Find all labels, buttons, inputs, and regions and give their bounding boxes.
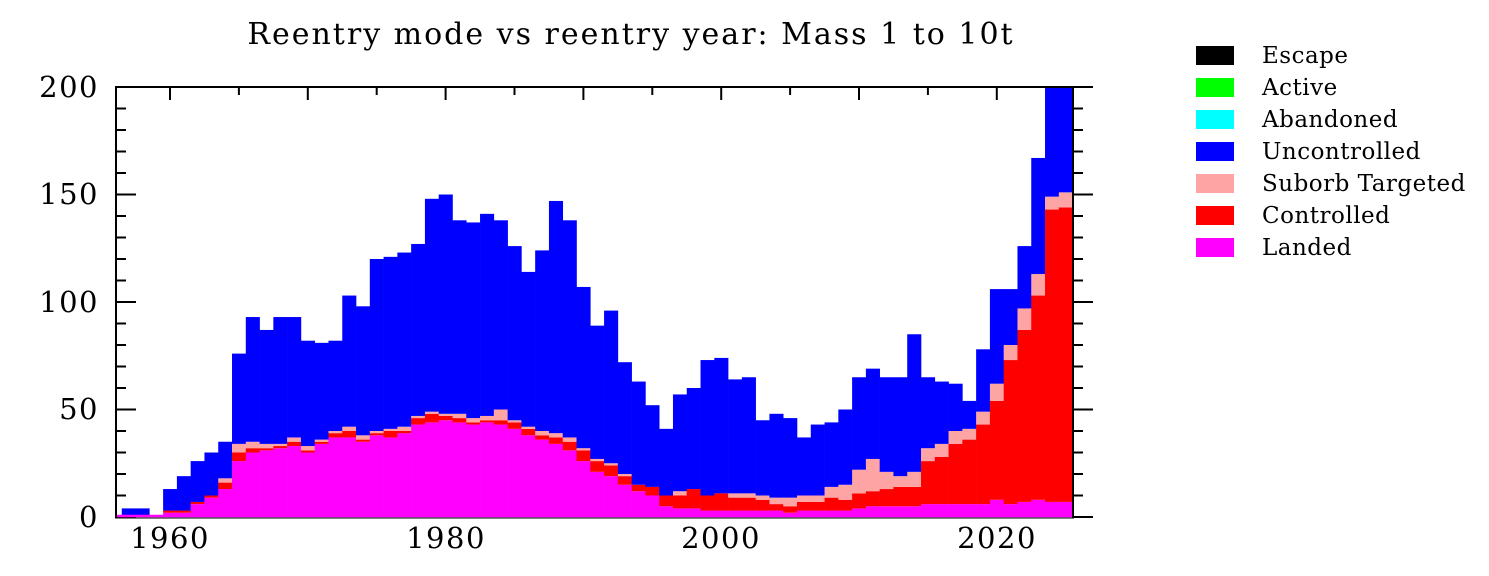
x-tick-label-2000: 2000 [681, 521, 761, 555]
legend-item-landed: Landed [1196, 235, 1466, 261]
legend-item-abandoned: Abandoned [1196, 107, 1466, 133]
landed-swatch-icon [1196, 238, 1234, 257]
legend-label: Escape [1262, 42, 1349, 69]
legend-label: Abandoned [1262, 106, 1399, 133]
legend-item-suborb-targeted: Suborb Targeted [1196, 171, 1466, 197]
stacked-bars [121, 87, 1073, 517]
suborb-targeted-swatch-icon [1196, 174, 1234, 193]
y-tick-label-100: 100 [39, 285, 99, 319]
x-tick-label-1980: 1980 [406, 521, 486, 555]
plot-frame [115, 86, 1074, 519]
legend-item-controlled: Controlled [1196, 203, 1466, 229]
controlled-swatch-icon [1196, 206, 1234, 225]
chart-title: Reentry mode vs reentry year: Mass 1 to … [247, 17, 1014, 52]
legend-item-uncontrolled: Uncontrolled [1196, 139, 1466, 165]
legend-item-escape: Escape [1196, 43, 1466, 69]
legend-label: Controlled [1262, 202, 1391, 229]
legend-label: Active [1262, 74, 1338, 101]
escape-swatch-icon [1196, 46, 1234, 65]
x-tick-label-2020: 2020 [957, 521, 1037, 555]
legend-label: Suborb Targeted [1262, 170, 1466, 197]
abandoned-swatch-icon [1196, 110, 1234, 129]
y-tick-label-200: 200 [39, 70, 99, 104]
y-tick-label-150: 150 [39, 177, 99, 211]
active-swatch-icon [1196, 78, 1234, 97]
legend-label: Uncontrolled [1262, 138, 1421, 165]
y-tick-label-50: 50 [59, 392, 99, 426]
uncontrolled-swatch-icon [1196, 142, 1234, 161]
legend-item-active: Active [1196, 75, 1466, 101]
legend-label: Landed [1262, 234, 1352, 261]
x-tick-label-1960: 1960 [130, 521, 210, 555]
y-tick-label-0: 0 [79, 500, 99, 534]
legend: Escape Active Abandoned Uncontrolled Sub… [1196, 43, 1466, 270]
